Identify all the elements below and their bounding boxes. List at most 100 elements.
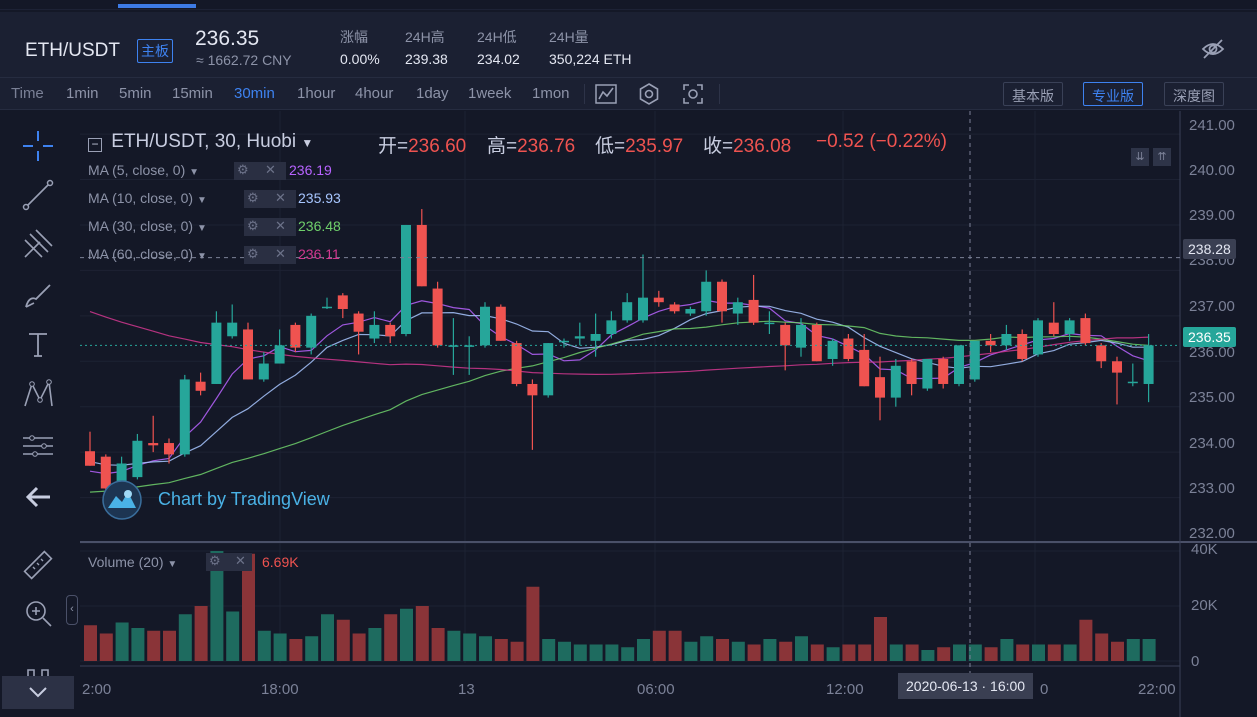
volume-bar [921, 650, 935, 661]
candle-body [100, 456, 111, 489]
ma30-legend[interactable]: MA (30, close, 0) ▼ [88, 218, 207, 234]
chart-legend-title[interactable]: − ETH/USDT, 30, Huobi ▼ [88, 131, 313, 153]
volume-settings-buttons[interactable]: ⚙ ✕ [206, 553, 252, 571]
volume-bar [589, 644, 603, 661]
chevron-down-icon[interactable]: ▼ [189, 167, 200, 178]
volume-bar [305, 636, 319, 661]
chevron-down-icon[interactable]: ▼ [196, 223, 207, 234]
volume-bar [716, 639, 729, 661]
candle-body [464, 345, 475, 347]
volume-bar [321, 614, 334, 661]
ruler-icon[interactable] [20, 547, 56, 583]
ma5-legend[interactable]: MA (5, close, 0) ▼ [88, 162, 200, 178]
volume-bar [352, 633, 366, 661]
volume-bar [1111, 641, 1124, 661]
ma-settings-buttons[interactable]: ⚙ ✕ [234, 162, 286, 180]
candle-body [195, 381, 206, 391]
stat-volume: 24H量 350,224 ETH [549, 29, 632, 67]
candle-body [1033, 320, 1043, 355]
scroll-down-icon[interactable]: ⇊ [1131, 148, 1149, 166]
pair-title[interactable]: ETH/USDT [25, 40, 120, 61]
basic-version-button[interactable]: 基本版 [1003, 82, 1063, 106]
candle-body [780, 324, 791, 346]
candle-body [211, 322, 222, 384]
pitchfork-icon[interactable] [20, 226, 56, 262]
candle-body [653, 297, 664, 303]
tf-30min[interactable]: 30min [234, 85, 275, 102]
top-strip [0, 0, 1257, 10]
candle-body [638, 297, 648, 321]
volume-bar [889, 644, 903, 661]
candle-body [875, 377, 885, 398]
cny-price: ≈ 1662.72 CNY [196, 52, 292, 68]
ohlc-open: 开=236.60 [378, 136, 467, 157]
tf-15min[interactable]: 15min [172, 85, 213, 102]
volume-bar [194, 606, 208, 661]
measure-icon[interactable] [20, 428, 56, 464]
volume-bar [526, 586, 540, 661]
pattern-icon[interactable] [20, 376, 56, 412]
drawing-mode-button[interactable] [2, 676, 74, 709]
ma-line [89, 320, 1149, 493]
crosshair-icon[interactable] [20, 128, 56, 164]
ohlc-high: 高=236.76 [487, 136, 576, 157]
depth-chart-button[interactable]: 深度图 [1164, 82, 1224, 106]
tf-4hour[interactable]: 4hour [355, 85, 394, 102]
candlestick-chart[interactable] [80, 111, 1257, 717]
brush-icon[interactable] [20, 277, 56, 313]
price-tick: 236.00 [1189, 344, 1235, 361]
candle-body [969, 340, 980, 380]
price-tick: 239.00 [1189, 207, 1235, 224]
volume-bar [289, 639, 303, 661]
visibility-off-icon[interactable] [1200, 38, 1226, 60]
tf-time[interactable]: Time [11, 85, 44, 102]
ma10-legend[interactable]: MA (10, close, 0) ▼ [88, 190, 207, 206]
ma60-legend[interactable]: MA (60, close, 0) ▼ [88, 246, 207, 262]
chart-type-icon[interactable] [593, 81, 619, 107]
candle-body [985, 340, 996, 346]
chevron-down-icon[interactable]: ▼ [196, 251, 207, 262]
time-tick: 13 [458, 681, 475, 698]
tf-1day[interactable]: 1day [416, 85, 449, 102]
chevron-down-icon[interactable]: ▼ [301, 136, 314, 150]
tf-1mon[interactable]: 1mon [532, 85, 570, 102]
tf-1hour[interactable]: 1hour [297, 85, 336, 102]
volume-bar [84, 625, 97, 661]
collapse-toolbar-button[interactable]: ‹ [66, 595, 78, 625]
tf-1min[interactable]: 1min [66, 85, 99, 102]
crosshair-time-tag: 2020-06-13 · 16:00 [898, 673, 1034, 699]
tradingview-logo-icon [102, 480, 142, 520]
candle-body [116, 463, 127, 484]
volume-bar [684, 641, 698, 661]
chevron-down-icon[interactable]: ▼ [196, 195, 207, 206]
trendline-icon[interactable] [20, 177, 56, 213]
tf-5min[interactable]: 5min [119, 85, 152, 102]
ma-settings-buttons[interactable]: ⚙ ✕ [244, 190, 296, 208]
pro-version-button[interactable]: 专业版 [1083, 82, 1143, 106]
back-arrow-icon[interactable] [20, 479, 56, 515]
tradingview-watermark[interactable]: Chart by TradingView [100, 480, 360, 520]
last-price: 236.35 [195, 27, 260, 50]
price-tick: 237.00 [1189, 298, 1235, 315]
ma-settings-buttons[interactable]: ⚙ ✕ [244, 246, 296, 264]
screenshot-icon[interactable] [680, 81, 706, 107]
ma-settings-buttons[interactable]: ⚙ ✕ [244, 218, 296, 236]
volume-legend[interactable]: Volume (20) ▼ [88, 554, 178, 570]
scroll-up-icon[interactable]: ⇈ [1153, 148, 1171, 166]
volume-bar [1016, 644, 1030, 661]
candle-body [1127, 381, 1138, 384]
ohlc-change: −0.52 (−0.22%) [816, 131, 947, 152]
collapse-legend-icon[interactable]: − [88, 138, 102, 152]
volume-bar [99, 633, 113, 661]
tf-1week[interactable]: 1week [468, 85, 512, 102]
chevron-down-icon[interactable]: ▼ [167, 559, 178, 570]
candle-body [543, 343, 554, 396]
volume-bar [463, 633, 477, 661]
settings-icon[interactable] [636, 81, 662, 107]
zoom-icon[interactable] [20, 595, 56, 631]
volume-bar [700, 636, 714, 661]
text-icon[interactable] [20, 326, 56, 362]
market-header: ETH/USDT 主板 236.35 ≈ 1662.72 CNY 涨幅 0.00%… [0, 12, 1257, 78]
ma30-value: 236.48 [298, 218, 341, 234]
volume-value: 6.69K [262, 554, 299, 570]
